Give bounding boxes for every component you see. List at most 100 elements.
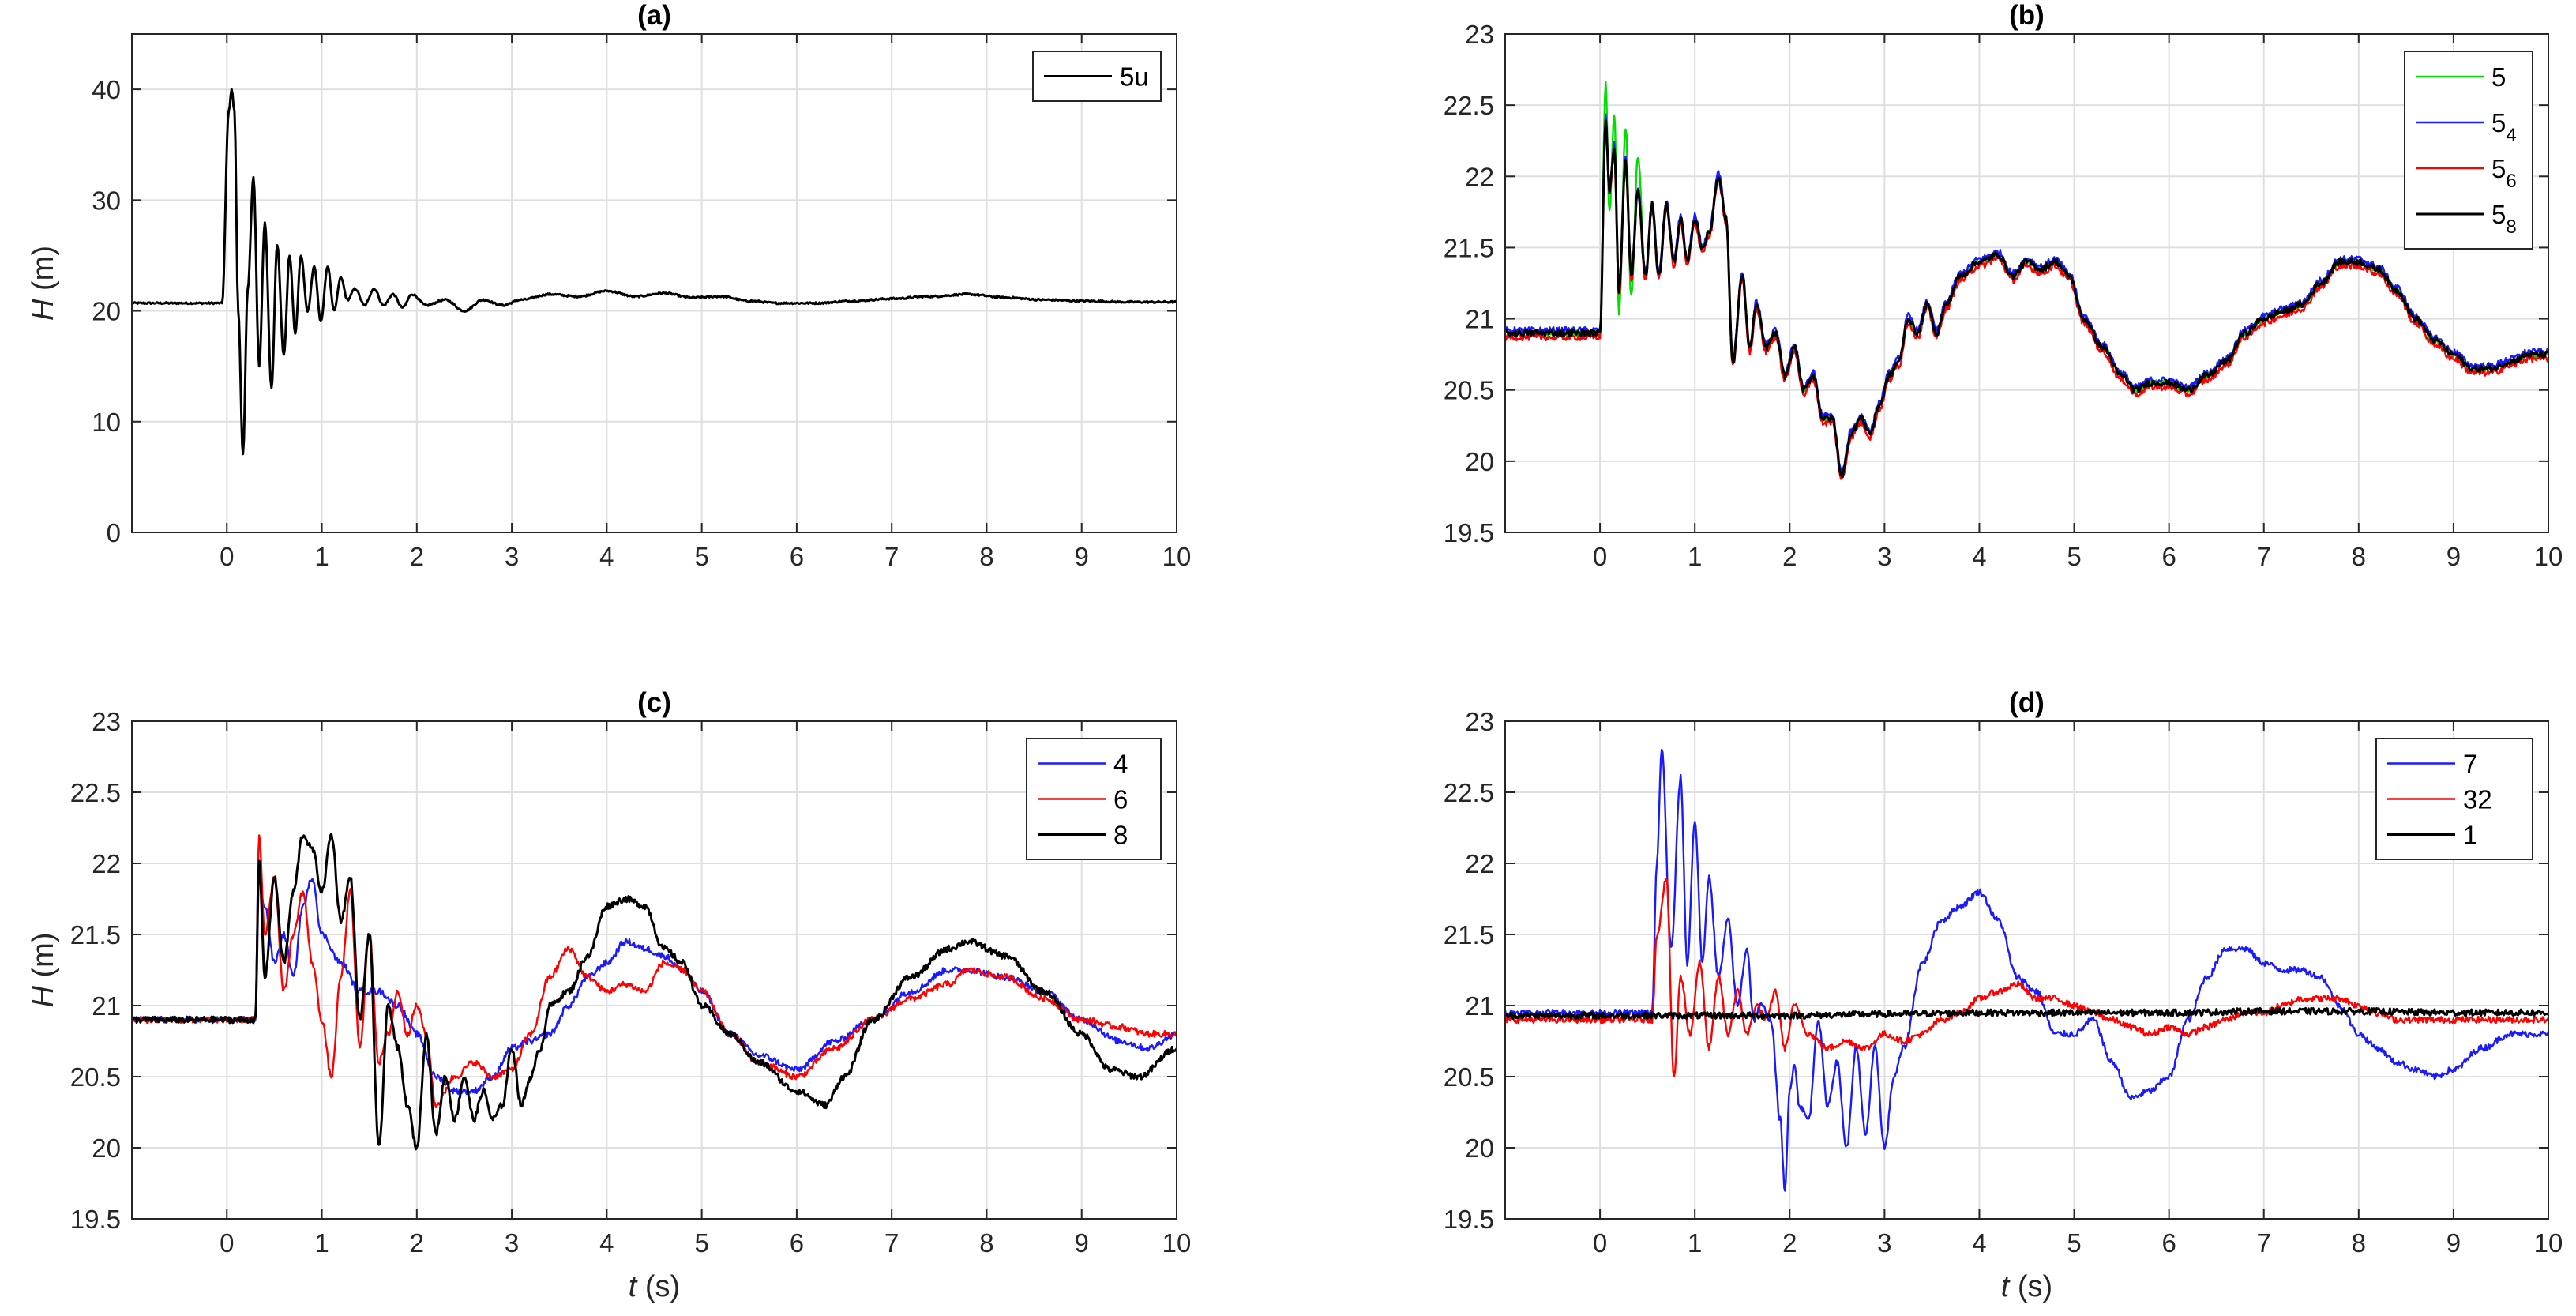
legend-label-56: 56	[2492, 154, 2517, 192]
x-tick-label: 7	[884, 542, 899, 571]
series-group	[132, 833, 1177, 1151]
y-tick-label: 21.5	[1444, 233, 1494, 262]
y-tick-label: 20.5	[70, 1062, 121, 1092]
x-tick-label: 3	[505, 1228, 519, 1258]
y-tick-label: 23	[1465, 20, 1494, 49]
x-tick-label: 2	[1782, 1228, 1797, 1258]
series-line-32	[1505, 878, 2548, 1077]
y-tick-label: 40	[92, 75, 121, 104]
x-tick-label: 4	[1972, 1228, 1986, 1258]
x-tick-label: 5	[694, 542, 708, 571]
x-tick-label: 9	[1075, 1228, 1089, 1258]
legend-label-8: 8	[1113, 821, 1128, 850]
x-tick-label: 0	[1593, 542, 1607, 571]
series-group	[132, 88, 1177, 456]
y-tick-label: 20.5	[1444, 376, 1494, 405]
x-tick-label: 2	[410, 542, 424, 571]
x-tick-label: 9	[2446, 1228, 2461, 1258]
plot-area	[132, 34, 1177, 532]
series-group	[1505, 81, 2548, 480]
series-line-7	[1505, 748, 2548, 1192]
x-tick-label: 6	[2161, 542, 2176, 571]
series-line-58	[1505, 119, 2548, 479]
x-tick-label: 1	[314, 1228, 329, 1258]
y-tick-label: 20	[92, 297, 121, 326]
x-tick-label: 6	[790, 1228, 804, 1258]
y-tick-label: 22.5	[1444, 91, 1494, 120]
y-tick-label: 21	[92, 991, 121, 1021]
x-tick-label: 1	[314, 542, 329, 571]
x-tick-label: 3	[505, 542, 519, 571]
y-tick-label: 19.5	[70, 1205, 121, 1234]
panel-title: (a)	[637, 0, 671, 31]
series-line-6	[132, 834, 1177, 1108]
y-tick-label: 21	[1465, 991, 1494, 1021]
y-tick-label: 20.5	[1444, 1062, 1494, 1092]
y-tick-label: 10	[92, 408, 121, 437]
x-tick-label: 8	[979, 1228, 993, 1258]
x-tick-label: 10	[1162, 542, 1192, 571]
legend: 5u	[1032, 51, 1162, 102]
legend-label-6: 6	[1113, 785, 1128, 814]
y-tick-label: 22.5	[1444, 778, 1494, 807]
x-tick-label: 9	[2446, 542, 2461, 571]
x-tick-label: 10	[2534, 542, 2563, 571]
x-tick-label: 7	[884, 1228, 899, 1258]
x-tick-label: 3	[1877, 1228, 1891, 1258]
x-tick-label: 0	[1593, 1228, 1607, 1258]
x-axis-label: t (s)	[629, 1270, 680, 1303]
panel-a: 0 1 2 3 4 5 6 7 8 9 10 0 10 20 30 40 (a) H (m) 5u	[27, 0, 1191, 571]
x-axis-label: t (s)	[2001, 1270, 2052, 1303]
x-tick-label: 5	[2067, 1228, 2081, 1258]
panel-title: (c)	[637, 687, 671, 718]
panel-title: (d)	[2009, 687, 2045, 718]
y-tick-label: 19.5	[1444, 518, 1494, 547]
x-tick-label: 6	[2161, 1228, 2176, 1258]
x-tick-label: 0	[220, 1228, 234, 1258]
y-axis-label: H (m)	[27, 246, 60, 321]
x-tick-label: 8	[2352, 542, 2366, 571]
y-tick-label: 23	[1465, 707, 1494, 736]
y-tick-label: 20	[1465, 1134, 1494, 1163]
y-tick-label: 21	[1465, 305, 1494, 334]
legend-label-54: 54	[2492, 108, 2517, 146]
legend: 5 54 56 58	[2404, 51, 2533, 250]
x-tick-label: 1	[1688, 542, 1702, 571]
x-tick-label: 8	[979, 542, 993, 571]
y-tick-label: 21.5	[1444, 920, 1494, 949]
panel-b: 0 1 2 3 4 5 6 7 8 9 1019.52020.52121.52222.523(b)5…	[1444, 0, 2563, 571]
y-tick-label: 20	[1465, 447, 1494, 476]
x-tick-label: 7	[2257, 1228, 2271, 1258]
x-tick-label: 7	[2257, 542, 2271, 571]
legend-label-1: 1	[2463, 821, 2477, 850]
legend-label-32: 32	[2463, 785, 2492, 814]
y-tick-label: 19.5	[1444, 1205, 1494, 1234]
panel-c: 0 1 2 3 4 5 6 7 8 9 1019.52020.52121.52222.523(c)H…	[27, 687, 1191, 1303]
legend-label-7: 7	[2463, 750, 2477, 779]
legend: 7 32 1	[2375, 738, 2533, 860]
y-tick-label: 22	[1465, 162, 1494, 191]
x-tick-label: 1	[1688, 1228, 1702, 1258]
plot-area	[132, 721, 1177, 1219]
x-tick-label: 10	[1162, 1228, 1192, 1258]
x-tick-label: 5	[2067, 542, 2081, 571]
panel-d: 0 1 2 3 4 5 6 7 8 9 1019.52020.52121.52222.523(d)t…	[1444, 687, 2563, 1303]
x-tick-label: 5	[694, 1228, 708, 1258]
axes-box	[131, 720, 1177, 1220]
series-line-5u	[132, 88, 1177, 456]
series-group	[1505, 748, 2548, 1192]
axes-box	[1504, 720, 2549, 1220]
legend-box	[2404, 51, 2533, 250]
series-line-1	[1505, 1006, 2548, 1021]
x-tick-label: 8	[2352, 1228, 2366, 1258]
y-tick-label: 22	[92, 849, 121, 878]
legend-label-5u: 5u	[1120, 62, 1149, 92]
x-tick-label: 4	[599, 1228, 614, 1258]
plot-area	[1505, 34, 2548, 532]
y-tick-label: 22.5	[70, 778, 121, 807]
axes-box	[131, 33, 1177, 533]
y-tick-label: 0	[107, 518, 121, 547]
x-tick-label: 10	[2534, 1228, 2563, 1258]
